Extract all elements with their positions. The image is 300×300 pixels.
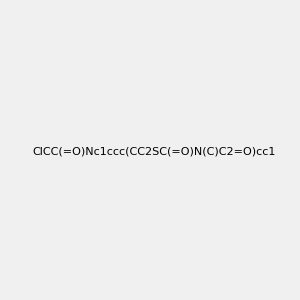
Text: ClCC(=O)Nc1ccc(CC2SC(=O)N(C)C2=O)cc1: ClCC(=O)Nc1ccc(CC2SC(=O)N(C)C2=O)cc1 (32, 146, 275, 157)
